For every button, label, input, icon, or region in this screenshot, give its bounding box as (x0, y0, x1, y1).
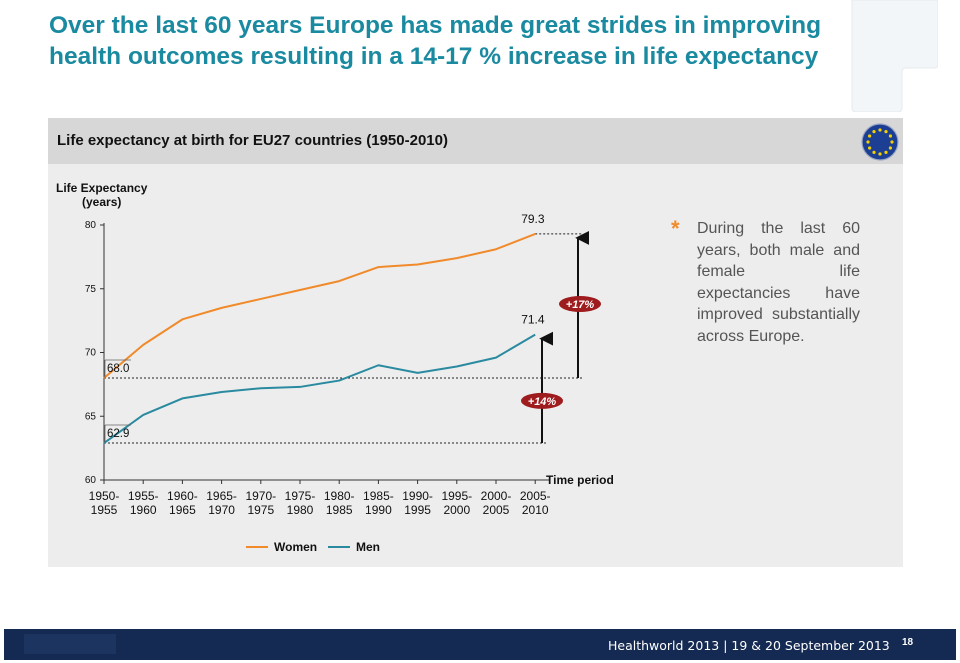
eu-star (868, 146, 872, 150)
y-tick-label: 60 (85, 475, 97, 486)
footer-text: Healthworld 2013 | 19 & 20 September 201… (608, 638, 890, 653)
y-tick-label: 75 (85, 284, 97, 295)
footer-logo (24, 634, 116, 654)
women-increase-badge (559, 295, 601, 312)
women-increase-badge-text: +17% (566, 299, 595, 311)
eu-star (872, 130, 876, 134)
eu-star (884, 130, 888, 134)
chart-title: Life expectancy at birth for EU27 countr… (57, 132, 448, 149)
eu-star (888, 134, 892, 138)
eu-star (890, 140, 894, 144)
x-tick-label: 1955-1960 (128, 489, 159, 517)
x-tick-label: 1960-1965 (167, 489, 198, 517)
page-number: 18 (902, 637, 914, 648)
eu-star (866, 140, 870, 144)
data-label-men-end: 71.4 (521, 313, 545, 327)
eu-star (888, 146, 892, 150)
y-axis-label: Life Expectancy (56, 181, 148, 195)
eu-star (884, 150, 888, 154)
y-axis-label-units: (years) (82, 195, 121, 209)
x-tick-label: 2000-2005 (481, 489, 512, 517)
eu-star (878, 152, 882, 156)
bullet-star-icon: * (671, 216, 680, 241)
chart-panel: Life expectancy at birth for EU27 countr… (48, 118, 903, 567)
x-tick-label: 1990-1995 (402, 489, 433, 517)
data-label-men-start: 62.9 (107, 428, 129, 440)
x-tick-label: 1975-1980 (285, 489, 316, 517)
x-tick-label: 1985-1990 (363, 489, 394, 517)
x-tick-label: 1970-1975 (245, 489, 276, 517)
legend-label-men: Men (356, 540, 380, 554)
x-tick-label: 1980-1985 (324, 489, 355, 517)
x-tick-label: 1995-2000 (441, 489, 472, 517)
eu-flag-icon (861, 123, 899, 161)
y-tick-label: 65 (85, 411, 97, 422)
data-label-women-start: 68.0 (107, 363, 129, 375)
men-increase-badge (521, 392, 563, 409)
x-axis-label: Time period (546, 473, 614, 487)
key-message-text: During the last 60 years, both male and … (697, 220, 860, 345)
x-tick-label: 2005-2010 (520, 489, 551, 517)
slide-title: Over the last 60 years Europe has made g… (49, 12, 822, 70)
legend-label-women: Women (274, 540, 317, 554)
x-tick-label: 1950-1955 (89, 489, 120, 517)
eu-star (868, 134, 872, 138)
eu-star (878, 128, 882, 132)
data-label-women-end: 79.3 (521, 212, 545, 226)
footer-bar: Healthworld 2013 | 19 & 20 September 201… (4, 629, 956, 660)
men-increase-badge-text: +14% (528, 396, 557, 408)
x-tick-label: 1965-1970 (206, 489, 237, 517)
y-tick-label: 70 (85, 348, 97, 359)
y-tick-label: 80 (85, 220, 97, 231)
series-line-women (103, 232, 536, 379)
eu-star (872, 150, 876, 154)
chart-header: Life expectancy at birth for EU27 countr… (48, 118, 903, 164)
life-expectancy-chart: Life Expectancy (years) Time period 60 65… (56, 181, 614, 554)
series-line-men (103, 333, 536, 444)
